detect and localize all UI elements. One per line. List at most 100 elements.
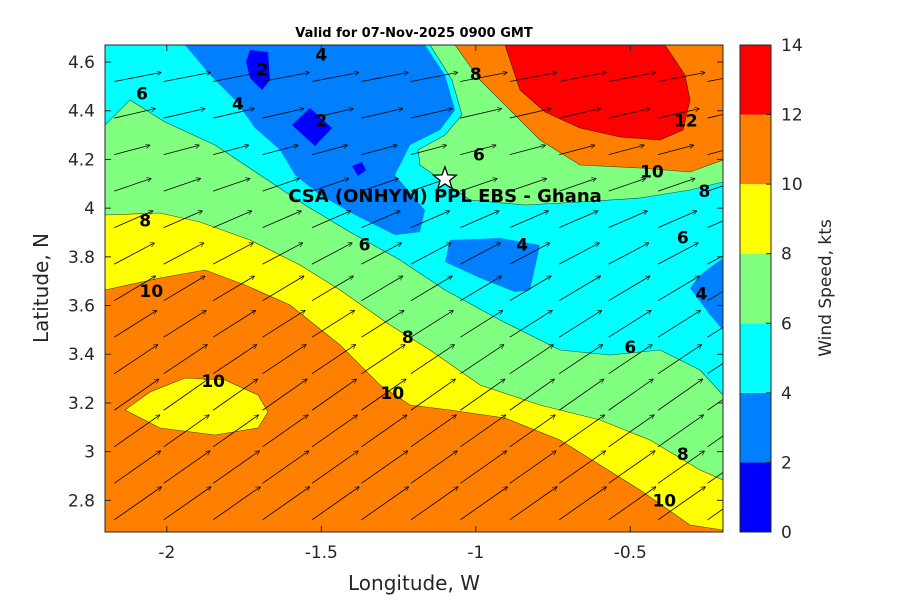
contour-label: 4 xyxy=(315,46,327,66)
colorbar-swatch xyxy=(740,184,771,254)
wind-vector xyxy=(559,379,603,411)
wind-vector xyxy=(707,150,723,155)
site-label: CSA (ONHYM) PPL EBS - Ghana xyxy=(288,186,602,207)
wind-vector xyxy=(114,487,161,521)
wind-vector xyxy=(212,310,255,338)
contour-label: 8 xyxy=(402,328,414,348)
wind-vector xyxy=(163,451,210,484)
wind-vector xyxy=(460,276,501,302)
wind-vector xyxy=(163,310,206,338)
wind-vector xyxy=(657,451,704,484)
wind-vector xyxy=(361,243,401,265)
colorbar-tick-label: 10 xyxy=(781,175,803,195)
wind-vector xyxy=(361,415,406,448)
wind-vector xyxy=(460,211,499,228)
wind-vector xyxy=(213,109,254,119)
wind-vector xyxy=(114,109,155,119)
wind-vector xyxy=(212,345,256,375)
wind-vector xyxy=(707,114,723,119)
wind-vector xyxy=(460,451,506,484)
wind-vector xyxy=(262,276,304,302)
wind-vector xyxy=(311,415,357,448)
wind-vector xyxy=(460,345,503,375)
contour-label: 2 xyxy=(257,60,269,80)
wind-vector xyxy=(658,145,694,155)
wind-vector xyxy=(212,243,253,265)
wind-vector xyxy=(114,310,156,338)
wind-vector xyxy=(559,179,596,192)
wind-vector xyxy=(361,379,405,411)
y-tick-label: 3.2 xyxy=(68,394,95,414)
wind-vector xyxy=(163,415,209,448)
colorbar-swatch xyxy=(740,253,771,324)
colorbar-swatch xyxy=(740,392,771,463)
wind-vector xyxy=(707,471,723,484)
wind-vector xyxy=(213,72,260,82)
colorbar-swatch xyxy=(740,462,771,532)
wind-vector xyxy=(509,145,546,155)
wind-vector xyxy=(707,508,723,521)
wind-vector xyxy=(657,310,700,338)
wind-vector xyxy=(460,379,504,411)
contour-label: 8 xyxy=(699,182,711,202)
site-star-icon xyxy=(431,164,459,191)
wind-vector xyxy=(658,109,699,119)
wind-vector xyxy=(212,451,259,484)
wind-vector xyxy=(657,415,703,448)
wind-vector xyxy=(311,276,353,302)
wind-vector xyxy=(410,415,456,448)
wind-vector xyxy=(311,179,349,192)
contour-label: 6 xyxy=(473,146,485,166)
wind-vector xyxy=(262,310,305,338)
y-axis: 2.8 3 3.2 3.4 3.6 3.8 4 4.2 4.4 4.6 xyxy=(68,53,723,511)
wind-vector xyxy=(163,345,207,375)
wind-vector xyxy=(410,211,450,228)
wind-vector xyxy=(657,345,701,375)
wind-vector xyxy=(361,72,408,82)
contour-band-8-10-island xyxy=(125,378,268,435)
wind-vector xyxy=(608,345,652,375)
wind-vector xyxy=(509,109,551,119)
wind-vector xyxy=(608,451,655,484)
contour-label: 8 xyxy=(470,65,482,85)
contour-label: 4 xyxy=(232,94,244,114)
wind-vector xyxy=(559,345,602,375)
y-tick-label: 3.4 xyxy=(68,345,95,365)
wind-vector xyxy=(707,78,723,82)
wind-vector xyxy=(361,211,400,228)
wind-vector xyxy=(509,276,551,302)
wind-vector xyxy=(509,415,555,448)
wind-vector xyxy=(262,243,303,265)
wind-vector xyxy=(608,487,656,521)
wind-vector xyxy=(509,310,552,338)
wind-vector xyxy=(114,179,151,192)
wind-vector xyxy=(509,379,554,411)
colorbar: 0 2 4 6 8 10 12 14 xyxy=(739,36,803,543)
wind-vector xyxy=(460,310,502,338)
colorbar-tick-label: 2 xyxy=(781,453,792,473)
wind-vector xyxy=(460,109,501,119)
contour-band-0-2 xyxy=(246,50,270,90)
contour-label: 8 xyxy=(139,211,151,231)
colorbar-swatch xyxy=(740,323,771,393)
plot-frame xyxy=(104,44,724,533)
wind-vector xyxy=(608,276,650,302)
contour-label: 10 xyxy=(201,372,225,392)
wind-vector xyxy=(559,211,598,228)
wind-vector xyxy=(114,415,159,448)
x-tick-label: -1 xyxy=(467,543,484,563)
wind-vector xyxy=(262,211,302,228)
wind-vector xyxy=(410,451,457,484)
wind-vector xyxy=(707,326,723,338)
y-axis-label: Latitude, N xyxy=(29,233,53,343)
wind-vector xyxy=(311,145,348,155)
wind-vector xyxy=(657,276,699,302)
contour-band-2-4-east xyxy=(445,238,540,292)
wind-vector xyxy=(559,415,604,448)
wind-vector xyxy=(559,145,595,155)
wind-vector xyxy=(410,276,452,302)
contour-label: 2 xyxy=(315,111,327,131)
wind-vector xyxy=(212,276,254,302)
